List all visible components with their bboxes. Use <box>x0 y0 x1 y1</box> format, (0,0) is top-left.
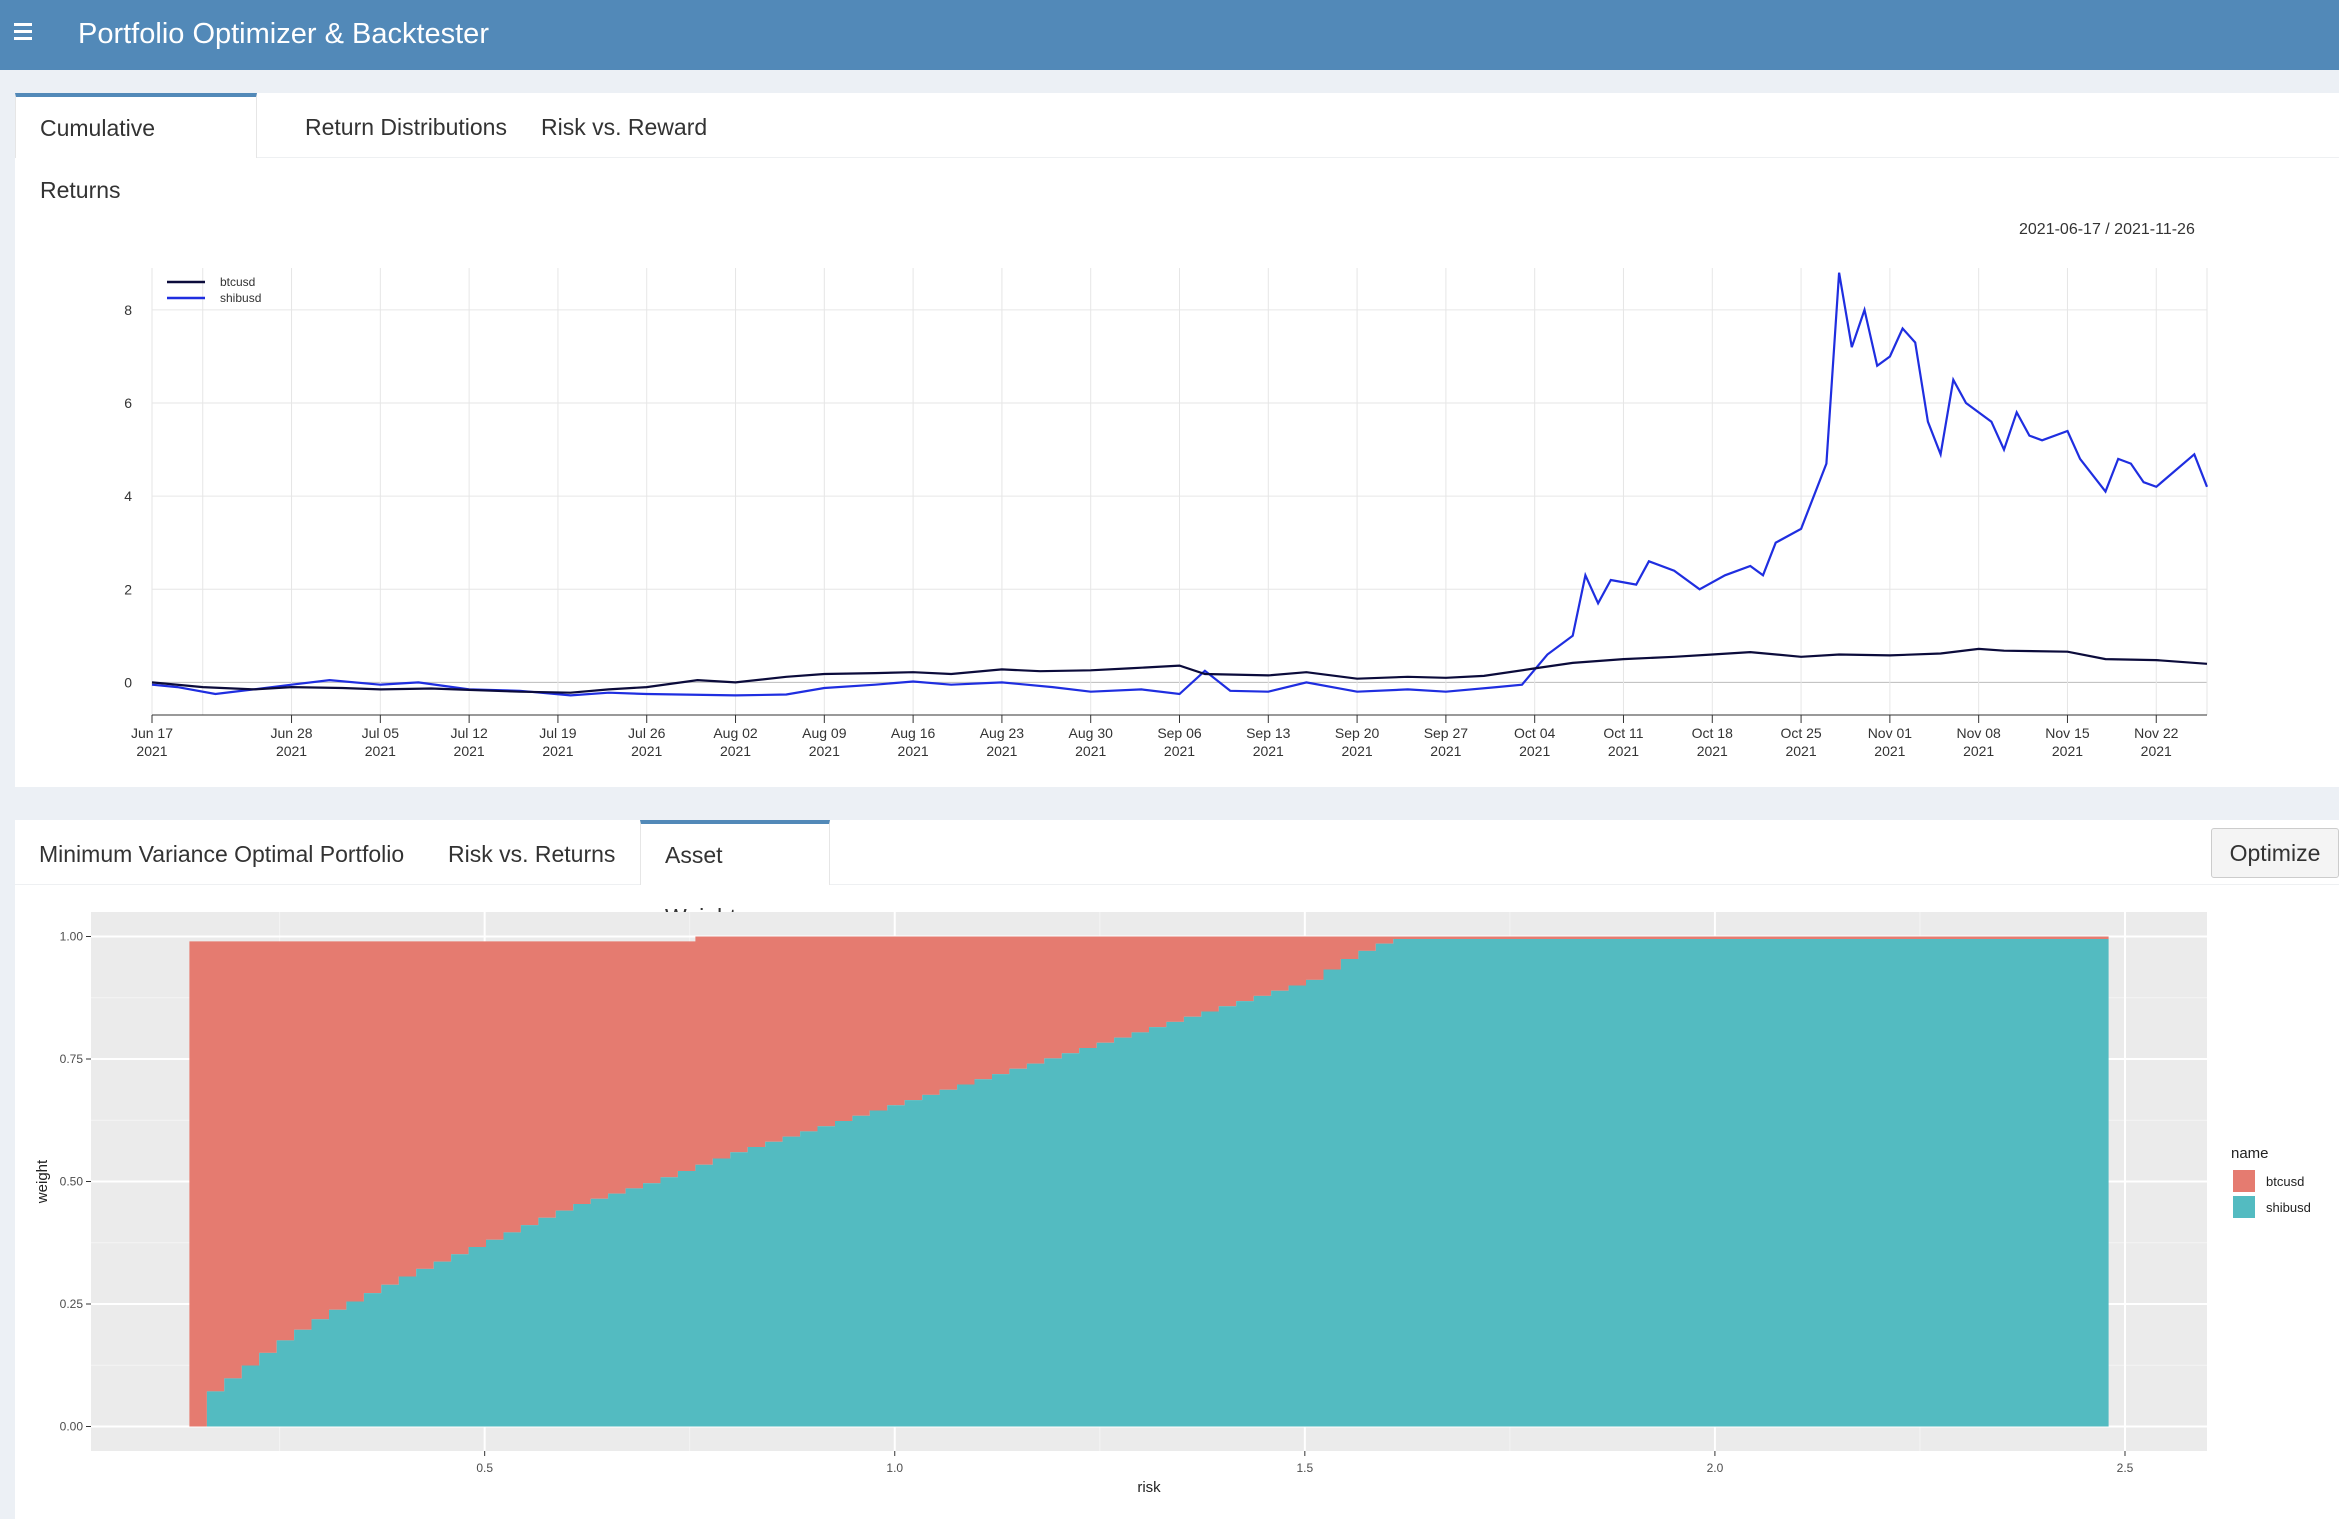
y-tick-label: 8 <box>124 302 132 318</box>
x-tick-label-year: 2021 <box>1253 743 1284 759</box>
area-btcusd <box>189 936 2109 1427</box>
tab-risk-vs-reward[interactable]: Risk vs. Reward <box>541 114 708 140</box>
legend-label-btcusd: btcusd <box>220 275 255 289</box>
x-tick-label: Aug 23 <box>980 725 1025 741</box>
x-tick-label-year: 2021 <box>454 743 485 759</box>
x-tick-label: Oct 25 <box>1780 725 1821 741</box>
legend-label-shibusd: shibusd <box>220 291 261 305</box>
x-tick-label-year: 2021 <box>1608 743 1639 759</box>
y-tick-label: 2 <box>124 581 132 597</box>
series-line-btcusd <box>151 647 2208 694</box>
x-tick-label: Aug 09 <box>802 725 847 741</box>
x-tick-label-year: 2021 <box>1430 743 1461 759</box>
asset-weights-chart: 1.00 0.75 0.50 0.25 0.00 0.5 1.0 1.5 2.0 2.5 risk w… <box>34 912 2311 1496</box>
cumulative-returns-chart: 8 6 4 2 0 Jun 17 2021 Jun 28 2021 Jul 05 2021 Jul 1… <box>124 268 2209 759</box>
x-tick-label: 1.0 <box>886 1461 903 1475</box>
y-tick-label: 0.50 <box>60 1175 84 1189</box>
x-tick-label: 2.0 <box>1707 1461 1724 1475</box>
optimize-button[interactable]: Optimize <box>2211 828 2339 878</box>
bottom-tab-bar: Minimum Variance Optimal Portfolio Risk … <box>15 820 2339 930</box>
x-tick-label-year: 2021 <box>1963 743 1994 759</box>
x-tick-label-year: 2021 <box>1785 743 1816 759</box>
tab-cumulative-returns[interactable]: Cumulative Returns <box>15 93 257 203</box>
x-tick-label: Nov 08 <box>1956 725 2001 741</box>
x-tick-label: Aug 30 <box>1069 725 1114 741</box>
x-tick-label: Sep 06 <box>1157 725 1202 741</box>
legend-title: name <box>2231 1145 2269 1162</box>
y-axis-title: weight <box>34 1159 51 1204</box>
legend-label-btcusd: btcusd <box>2266 1174 2304 1189</box>
x-tick-label: Oct 11 <box>1603 725 1643 741</box>
x-tick-label-year: 2021 <box>276 743 307 759</box>
x-tick-label-year: 2021 <box>1342 743 1373 759</box>
x-tick-label-year: 2021 <box>720 743 751 759</box>
tab-return-distributions[interactable]: Return Distributions <box>305 114 507 140</box>
app-title: Portfolio Optimizer & Backtester <box>78 18 489 50</box>
x-tick-label: Sep 13 <box>1246 725 1291 741</box>
tab-risk-vs-returns[interactable]: Risk vs. Returns <box>448 841 616 867</box>
x-tick-label: 1.5 <box>1296 1461 1313 1475</box>
date-range-label: 2021-06-17 / 2021-11-26 <box>2019 221 2195 238</box>
x-tick-label: Jul 26 <box>628 725 666 741</box>
x-tick-label: Jun 17 <box>131 725 173 741</box>
x-tick-label-year: 2021 <box>2141 743 2172 759</box>
series-line-shibusd <box>151 272 2209 697</box>
x-tick-label: Oct 18 <box>1692 725 1733 741</box>
x-tick-label: Nov 22 <box>2134 725 2179 741</box>
y-tick-label: 0 <box>124 674 132 690</box>
area-shibusd <box>189 939 2109 1427</box>
x-tick-label-year: 2021 <box>1164 743 1195 759</box>
x-tick-label-year: 2021 <box>1697 743 1728 759</box>
top-tab-bar: Cumulative Returns Return Distributions … <box>15 93 2339 203</box>
x-tick-label: Nov 01 <box>1868 725 1913 741</box>
x-tick-label-year: 2021 <box>1519 743 1550 759</box>
x-tick-label: Jul 12 <box>450 725 488 741</box>
y-tick-label: 0.75 <box>60 1052 84 1066</box>
legend-label-shibusd: shibusd <box>2266 1200 2311 1215</box>
y-tick-label: 0.25 <box>60 1297 84 1311</box>
y-tick-label: 4 <box>124 488 132 504</box>
x-tick-label: Sep 27 <box>1424 725 1469 741</box>
x-tick-label: Jun 28 <box>271 725 313 741</box>
x-tick-label: Oct 04 <box>1514 725 1555 741</box>
x-tick-label-year: 2021 <box>631 743 662 759</box>
x-tick-label-year: 2021 <box>1874 743 1905 759</box>
x-tick-label: Jul 19 <box>539 725 577 741</box>
x-tick-label-year: 2021 <box>136 743 167 759</box>
app-header: Portfolio Optimizer & Backtester <box>0 0 2339 70</box>
y-tick-label: 6 <box>124 395 132 411</box>
x-tick-label-year: 2021 <box>542 743 573 759</box>
legend-swatch-btcusd <box>2233 1170 2255 1192</box>
x-tick-label: Aug 16 <box>891 725 936 741</box>
hamburger-menu-icon[interactable] <box>12 20 36 44</box>
x-tick-label-year: 2021 <box>2052 743 2083 759</box>
x-tick-label: Sep 20 <box>1335 725 1380 741</box>
x-tick-label-year: 2021 <box>809 743 840 759</box>
x-tick-label: 0.5 <box>476 1461 493 1475</box>
x-tick-label: 2.5 <box>2117 1461 2134 1475</box>
legend-swatch-shibusd <box>2233 1196 2255 1218</box>
x-tick-label-year: 2021 <box>986 743 1017 759</box>
optimizer-panel: Minimum Variance Optimal Portfolio Risk … <box>15 820 2339 1519</box>
x-axis-title: risk <box>1137 1479 1161 1496</box>
x-tick-label-year: 2021 <box>898 743 929 759</box>
x-tick-label-year: 2021 <box>365 743 396 759</box>
y-tick-label: 1.00 <box>60 930 84 944</box>
x-tick-label: Aug 02 <box>713 725 758 741</box>
x-tick-label: Nov 15 <box>2045 725 2090 741</box>
x-tick-label: Jul 05 <box>362 725 400 741</box>
y-tick-label: 0.00 <box>60 1420 84 1434</box>
tab-min-variance-portfolio[interactable]: Minimum Variance Optimal Portfolio <box>39 841 405 867</box>
returns-panel: Cumulative Returns Return Distributions … <box>15 93 2339 787</box>
x-tick-label-year: 2021 <box>1075 743 1106 759</box>
